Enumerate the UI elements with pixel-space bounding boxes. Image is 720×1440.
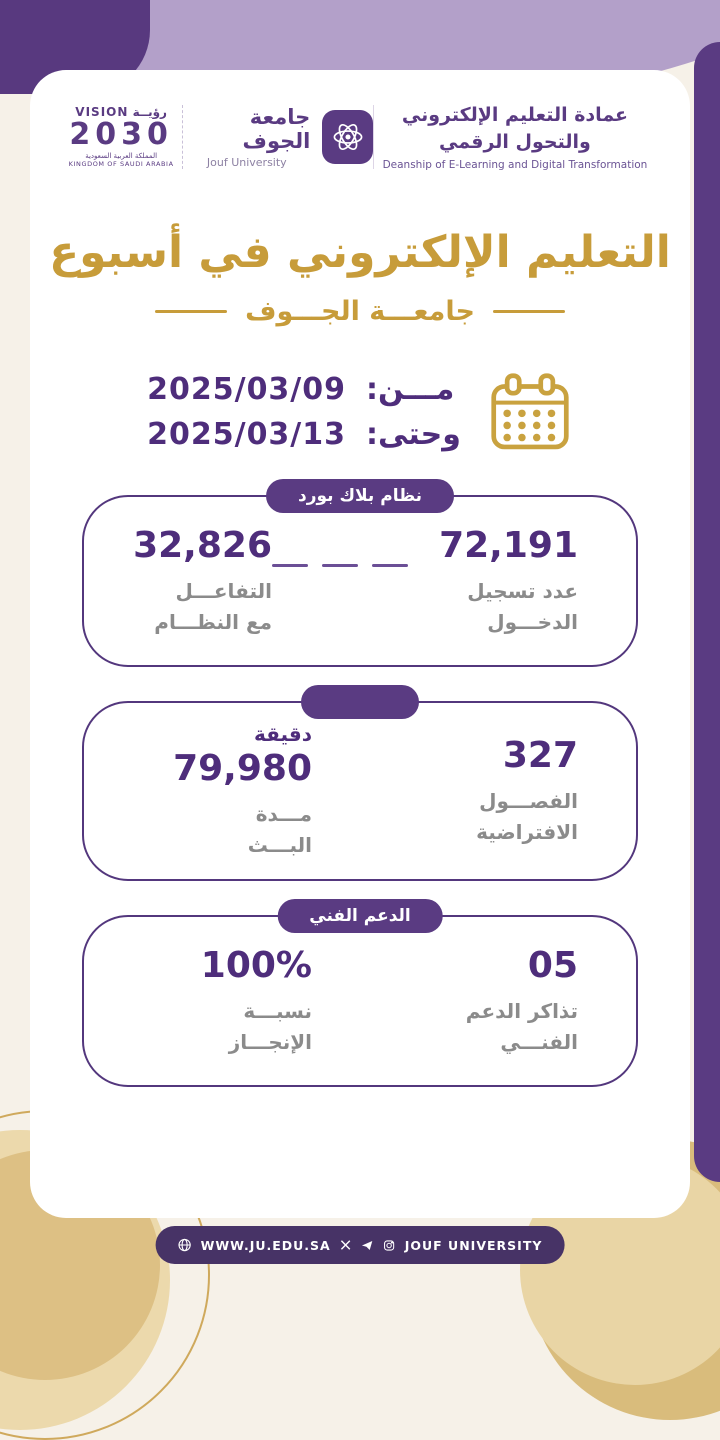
deanship-block: عمادة التعليم الإلكتروني والتحول الرقمي … — [374, 102, 656, 171]
calendar-icon — [487, 369, 573, 455]
interactions-value: 32,826 — [133, 524, 272, 566]
social-handle[interactable]: JOUF UNIVERSITY — [404, 1237, 543, 1253]
broadcast-duration-value: 79,980 — [173, 747, 312, 789]
date-from-label: مـــن: — [366, 372, 455, 408]
virtual-classrooms-label-1: الفصـــول — [479, 788, 578, 813]
virtual-classes-stats: 327 الفصـــول الافتراضية دقيقة 79,980 مـ… — [84, 703, 636, 879]
broadcast-duration-stat: دقيقة 79,980 مـــدة البـــث — [142, 722, 312, 861]
content-card: عمادة التعليم الإلكتروني والتحول الرقمي … — [30, 70, 690, 1218]
subtitle-line-right — [492, 310, 565, 314]
logins-stat: 72,191 عدد تسجيل الدخـــول — [408, 525, 578, 638]
page-title: التعليم الإلكتروني في أسبوع — [49, 227, 671, 279]
interactions-stat: 32,826 التفاعـــل مع النظـــام — [102, 525, 272, 638]
header-divider — [372, 104, 374, 169]
virtual-classrooms-value: 327 — [502, 734, 578, 776]
right-edge-band-decoration — [694, 42, 720, 1182]
date-range: مـــن: 2025/03/09 وحتى: 2025/03/13 — [30, 369, 690, 455]
vision-word: رؤيــة VISION — [75, 104, 167, 119]
completion-rate-value: 100% — [200, 944, 312, 986]
header: عمادة التعليم الإلكتروني والتحول الرقمي … — [30, 70, 690, 171]
vision-kingdom-ar: المملكة العربية السعودية — [85, 152, 158, 161]
vision-2030-logo: رؤيــة VISION 2030 المملكة العربية السعو… — [60, 105, 182, 169]
tech-support-stats: 05 تذاكر الدعم الفنـــي 100% نسبـــة الإ… — [84, 917, 636, 1085]
date-to-value: 2025/03/13 — [147, 417, 347, 453]
date-from-value: 2025/03/09 — [147, 372, 347, 408]
vision-kingdom-en: KINGDOM OF SAUDI ARABIA — [68, 160, 174, 169]
website-url[interactable]: WWW.JU.EDU.SA — [200, 1237, 331, 1253]
completion-rate-stat: 100% نسبـــة الإنجـــاز — [142, 945, 312, 1058]
deanship-title-ar: عمادة التعليم الإلكتروني والتحول الرقمي — [401, 104, 629, 153]
logins-value: 72,191 — [439, 524, 578, 566]
university-name-ar: جامعة الجوف — [242, 104, 311, 153]
broadcast-duration-unit: دقيقة — [253, 721, 312, 746]
university-name-en: Jouf University — [206, 155, 287, 169]
header-divider-dashed — [182, 104, 184, 169]
date-to-label: وحتى: — [366, 417, 461, 453]
virtual-classrooms-label-2: الافتراضية — [476, 819, 578, 844]
interactions-label-1: التفاعـــل — [175, 578, 272, 603]
globe-icon[interactable] — [178, 1238, 192, 1252]
blackboard-stats: 72,191 عدد تسجيل الدخـــول 32,826 التفاع… — [84, 497, 636, 665]
instagram-icon[interactable] — [383, 1239, 396, 1252]
completion-rate-label-1: نسبـــة — [243, 998, 312, 1023]
broadcast-duration-label-1: مـــدة — [255, 801, 312, 826]
dash-separator — [272, 563, 408, 567]
date-rows: مـــن: 2025/03/09 وحتى: 2025/03/13 — [147, 372, 461, 452]
deanship-title-en: Deanship of E-Learning and Digital Trans… — [382, 159, 648, 172]
support-tickets-value: 05 — [527, 944, 578, 986]
atom-icon — [322, 109, 373, 164]
logins-label-2: الدخـــول — [487, 609, 578, 634]
logins-label-1: عدد تسجيل — [467, 578, 578, 603]
blackboard-badge: نظام بلاك بورد — [265, 479, 455, 514]
stat-cards: نظام بلاك بورد 72,191 عدد تسجيل الدخـــو… — [30, 479, 690, 1088]
virtual-classrooms-stat: 327 الفصـــول الافتراضية — [408, 735, 578, 848]
university-name-block: جامعة الجوف Jouf University — [183, 105, 310, 169]
x-twitter-icon[interactable] — [340, 1239, 352, 1251]
blackboard-card: نظام بلاك بورد 72,191 عدد تسجيل الدخـــو… — [82, 479, 638, 668]
broadcast-duration-label-2: البـــث — [247, 832, 312, 857]
telegram-icon[interactable] — [361, 1239, 374, 1252]
subtitle-text: جامعـــة الجـــوف — [245, 296, 475, 328]
virtual-classes-card: 327 الفصـــول الافتراضية دقيقة 79,980 مـ… — [82, 685, 638, 882]
interactions-label-2: مع النظـــام — [154, 609, 272, 634]
virtual-classes-badge — [301, 685, 419, 720]
page-subtitle: جامعـــة الجـــوف — [30, 296, 690, 327]
completion-rate-label-2: الإنجـــاز — [228, 1029, 312, 1054]
footer-bar: WWW.JU.EDU.SA JOUF UNIVERSITY — [155, 1226, 565, 1264]
vision-2030: 2030 — [69, 116, 173, 152]
tech-support-card: الدعم الفني 05 تذاكر الدعم الفنـــي 100%… — [82, 899, 638, 1088]
subtitle-line-left — [155, 310, 228, 314]
university-logo: جامعة الجوف Jouf University — [183, 105, 373, 169]
tech-support-badge: الدعم الفني — [277, 899, 443, 934]
support-tickets-label-2: الفنـــي — [500, 1029, 578, 1054]
support-tickets-label-1: تذاكر الدعم — [465, 998, 578, 1023]
support-tickets-stat: 05 تذاكر الدعم الفنـــي — [408, 945, 578, 1058]
